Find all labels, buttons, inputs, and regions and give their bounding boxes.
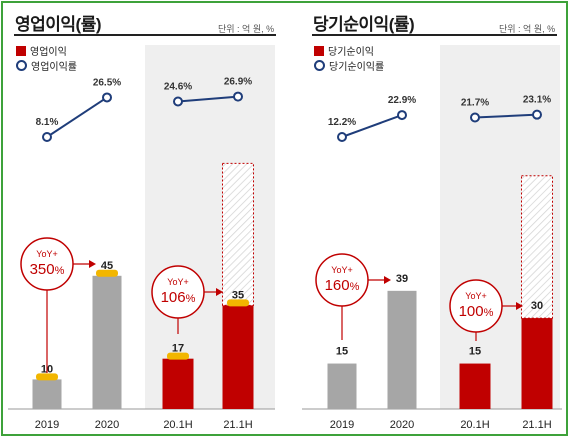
unit-label: 단위 : 억 원, % <box>499 24 556 34</box>
bar-value-label: 39 <box>396 273 408 285</box>
margin-point <box>173 96 183 107</box>
callout-arrowhead <box>216 288 223 296</box>
margin-point <box>233 91 243 102</box>
callout-circle <box>315 253 369 307</box>
legend-line-label: 영업이익률 <box>31 62 77 73</box>
margin-line-segment <box>341 114 403 138</box>
x-tick-label: 2019 <box>330 419 354 431</box>
title-underline <box>14 34 276 36</box>
chart-title-net-income: 당기순이익(률) <box>313 15 415 34</box>
legend-bar-label: 영업이익 <box>30 47 67 58</box>
title-underline <box>312 34 557 36</box>
margin-point <box>42 132 52 142</box>
bar <box>222 305 254 409</box>
bar <box>387 290 417 409</box>
projected-bar-outline <box>222 162 254 306</box>
unit-label: 단위 : 억 원, % <box>218 24 275 34</box>
bar <box>459 363 491 409</box>
x-tick-label: 21.1H <box>522 419 551 431</box>
callout-circle <box>151 265 205 319</box>
bar-value-label: 15 <box>336 346 348 358</box>
margin-point <box>102 92 112 103</box>
legend-bar-label: 당기순이익 <box>328 47 374 58</box>
margin-line-segment <box>474 113 538 119</box>
bar <box>162 358 194 409</box>
bar-value-label: 17 <box>172 343 184 355</box>
bar <box>327 363 357 409</box>
callout-value: 106% <box>161 289 196 306</box>
callout-label: YoY+ <box>167 277 188 287</box>
callout-value: 160% <box>325 277 360 294</box>
legend-line-label: 당기순이익률 <box>329 62 385 73</box>
bar-cap-highlight <box>167 352 189 360</box>
bar <box>92 275 122 409</box>
callout-value: 350% <box>30 261 65 278</box>
margin-value-label: 24.6% <box>164 82 192 93</box>
bar-cap-highlight <box>36 373 58 381</box>
margin-value-label: 8.1% <box>36 117 59 128</box>
x-tick-label: 20.1H <box>163 419 192 431</box>
legend-line-item: 영업이익률 <box>16 58 77 73</box>
chart-title-operating-profit: 영업이익(률) <box>15 15 102 34</box>
bar-cap-highlight <box>227 299 249 307</box>
bar-value-label: 35 <box>232 289 244 301</box>
bar <box>32 379 62 409</box>
callout-label: YoY+ <box>36 249 57 259</box>
margin-value-label: 23.1% <box>523 95 551 106</box>
callout-arrowhead <box>516 302 523 310</box>
margin-point <box>397 110 407 121</box>
x-tick-label: 20.1H <box>460 419 489 431</box>
callout-circle <box>449 279 503 333</box>
margin-value-label: 26.9% <box>224 77 252 88</box>
callout-value: 100% <box>459 303 494 320</box>
legend-line-item: 당기순이익률 <box>314 58 384 73</box>
margin-point <box>337 132 347 142</box>
legend-bar-item: 영업이익 <box>16 43 67 58</box>
x-tick-label: 2019 <box>35 419 59 431</box>
bar <box>521 318 553 409</box>
margin-value-label: 12.2% <box>328 117 356 128</box>
legend-bar-swatch <box>314 45 324 56</box>
margin-value-label: 21.7% <box>461 98 489 109</box>
legend-line-marker <box>16 60 27 71</box>
legend-line-marker <box>314 60 325 71</box>
margin-line-segment <box>177 95 239 103</box>
callout-arrowhead <box>89 260 96 268</box>
x-tick-label: 21.1H <box>223 419 252 431</box>
margin-value-label: 26.5% <box>93 77 121 88</box>
legend-bar-item: 당기순이익 <box>314 43 374 58</box>
callout-label: YoY+ <box>465 291 486 301</box>
callout-circle <box>20 237 74 291</box>
bar-value-label: 30 <box>531 300 543 312</box>
projected-bar-outline <box>521 175 553 319</box>
x-tick-label: 2020 <box>95 419 119 431</box>
bar-value-label: 15 <box>469 346 481 358</box>
margin-value-label: 22.9% <box>388 95 416 106</box>
margin-point <box>470 112 480 123</box>
legend-bar-swatch <box>16 45 26 56</box>
x-tick-label: 2020 <box>390 419 414 431</box>
bar-value-label: 45 <box>101 260 113 272</box>
margin-point <box>532 109 542 120</box>
callout-arrowhead <box>384 276 391 284</box>
margin-line-segment <box>46 96 108 138</box>
callout-label: YoY+ <box>331 265 352 275</box>
bar-cap-highlight <box>96 269 118 277</box>
